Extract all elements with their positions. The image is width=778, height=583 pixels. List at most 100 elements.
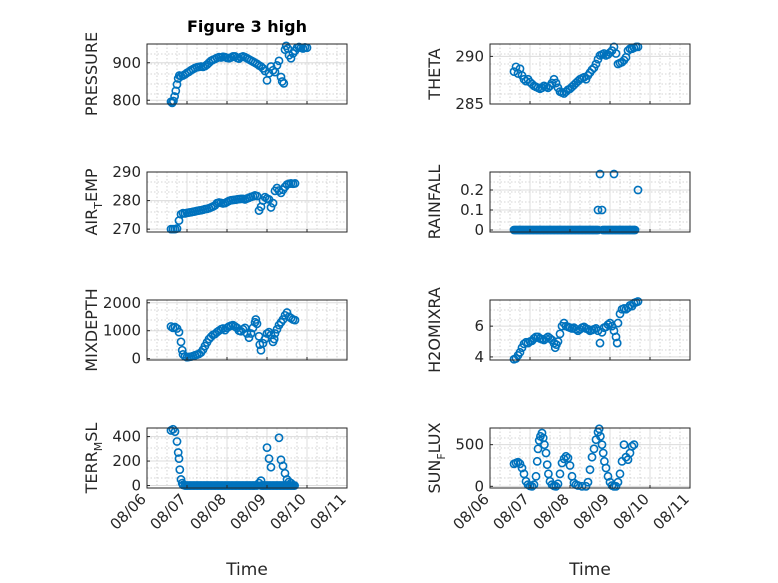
data-point (176, 337, 186, 347)
y-tick-label: 2000 (103, 294, 141, 312)
data-point (605, 48, 615, 57)
data-point (240, 323, 250, 333)
axes-frame (489, 43, 691, 105)
axes-frame (146, 299, 348, 361)
data-point (603, 320, 613, 330)
data-point (286, 53, 296, 63)
axes-frame (146, 43, 348, 105)
data-point (581, 481, 591, 491)
data-point (555, 469, 565, 479)
data-point (269, 334, 279, 344)
data-point (252, 191, 262, 201)
data-point (262, 443, 272, 452)
data-point (633, 42, 643, 52)
data-point (258, 338, 268, 348)
data-point (561, 451, 571, 461)
y-axis-label: THETA (425, 48, 444, 100)
data-point (613, 318, 623, 328)
data-point (268, 198, 278, 208)
y-axis-label: RAINFALL (425, 165, 444, 240)
data-point (537, 83, 547, 93)
data-point (527, 481, 537, 491)
data-point (533, 444, 543, 454)
data-point (591, 324, 601, 333)
x-tick-label: 08/07 (147, 490, 190, 533)
y-axis-label: TERRMSL (82, 423, 105, 495)
data-point (168, 96, 178, 106)
panel-air_temp: 270 280 290 AIRTEMP (82, 163, 348, 238)
data-point (555, 329, 565, 339)
x-tick-label: 08/06 (107, 490, 150, 533)
x-tick-label: 08/10 (267, 490, 310, 533)
data-point (537, 428, 547, 438)
data-point (529, 334, 539, 343)
data-point (601, 463, 611, 473)
data-point (611, 481, 621, 491)
data-point (264, 454, 274, 464)
data-point (515, 459, 525, 469)
data-point (553, 337, 563, 346)
y-axis-label: PRESSURE (82, 32, 101, 116)
data-point (266, 203, 276, 212)
data-point (629, 440, 639, 450)
data-point (597, 205, 607, 215)
data-point (173, 448, 183, 457)
y-tick-label: 1000 (103, 322, 141, 340)
axes-frame (489, 171, 691, 233)
y-tick-label: 280 (112, 192, 141, 210)
data-point (251, 315, 261, 324)
data-point (599, 49, 609, 58)
data-point (256, 476, 266, 486)
data-point (589, 444, 599, 454)
data-point (615, 469, 625, 479)
data-point (573, 481, 583, 490)
data-point (174, 454, 184, 464)
data-point (532, 456, 542, 466)
data-point (597, 440, 607, 450)
data-point (242, 329, 252, 338)
y-axis-label: H2OMIXRA (425, 287, 444, 373)
data-point (286, 478, 296, 488)
x-tick-label: 08/10 (610, 490, 653, 533)
data-point (513, 457, 523, 467)
x-tick-label: 08/06 (450, 490, 493, 533)
x-tick-label: 08/09 (227, 490, 270, 533)
data-point (168, 424, 178, 434)
axes-frame (489, 299, 691, 361)
data-point (609, 169, 619, 179)
axes-frame (146, 427, 348, 489)
data-point (290, 179, 300, 188)
data-point (595, 169, 605, 179)
y-tick-label: 285 (455, 95, 484, 113)
chart-title: Figure 3 high (187, 17, 307, 36)
axes-frame (489, 427, 691, 489)
data-point (282, 308, 292, 317)
axes-frame (146, 171, 348, 233)
y-tick-label: 0 (131, 477, 141, 495)
data-point (633, 185, 643, 195)
y-tick-label: 500 (455, 436, 484, 454)
data-point (266, 462, 276, 472)
y-tick-label: 800 (112, 91, 141, 109)
x-tick-label: 08/08 (187, 490, 230, 533)
data-point (515, 347, 525, 357)
data-point (172, 80, 182, 89)
panel-rainfall: 0 0.1 0.2 RAINFALL (425, 165, 691, 240)
x-tick-label: 08/09 (570, 490, 613, 533)
data-point (630, 225, 640, 235)
data-point (627, 441, 637, 451)
x-tick-label: 08/08 (530, 490, 573, 533)
data-point (279, 78, 289, 88)
data-point (593, 205, 603, 215)
data-point (274, 433, 284, 443)
data-point (585, 465, 595, 475)
y-tick-label: 0.2 (460, 181, 484, 199)
data-point (542, 460, 552, 470)
data-point (274, 56, 284, 66)
panel-theta: 285 290 THETA (425, 42, 691, 113)
data-point (551, 78, 561, 88)
